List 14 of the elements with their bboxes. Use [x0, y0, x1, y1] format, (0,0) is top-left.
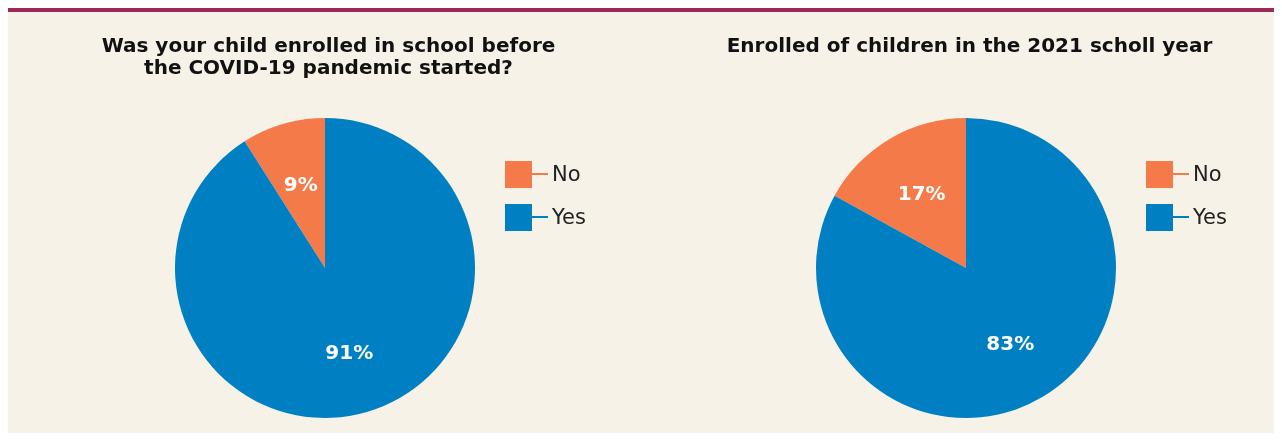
data-label: 9%	[283, 172, 318, 197]
legend-label: No	[552, 162, 581, 186]
chart-title: Enrolled of children in the 2021 scholl year	[725, 33, 1214, 57]
data-label: 83%	[986, 330, 1035, 355]
legend-label: Yes	[1193, 205, 1227, 229]
pie-slice	[244, 118, 325, 268]
pie-slice	[175, 118, 475, 418]
chart-title: Was your child enrolled in school before the COVID-19 pandemic started?	[100, 33, 557, 79]
data-label: 91%	[325, 339, 374, 364]
pie-slice	[816, 118, 1116, 418]
data-label: 17%	[897, 181, 946, 206]
legend-label: No	[1193, 162, 1222, 186]
pie-slice	[834, 118, 966, 268]
legend-label: Yes	[552, 205, 586, 229]
